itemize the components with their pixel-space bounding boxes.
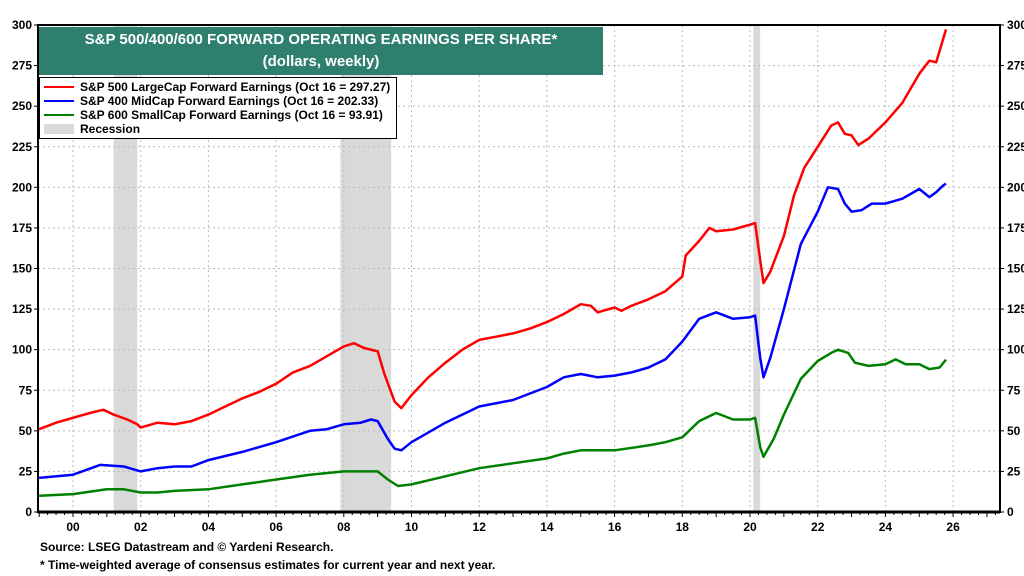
legend-item-sp600: S&P 600 SmallCap Forward Earnings (Oct 1…	[44, 108, 390, 122]
y-tick-label-left: 175	[12, 221, 32, 235]
y-tick-label-right: 150	[1007, 262, 1024, 276]
series-line-1	[38, 182, 947, 480]
x-tick-label: 24	[879, 520, 893, 534]
y-tick-label-right: 175	[1007, 221, 1024, 235]
y-tick-label-left: 200	[12, 180, 32, 194]
y-tick-label-left: 275	[12, 59, 32, 73]
legend-item-sp400: S&P 400 MidCap Forward Earnings (Oct 16 …	[44, 94, 390, 108]
y-tick-label-right: 200	[1007, 180, 1024, 194]
x-tick-label: 08	[337, 520, 351, 534]
x-tick-label: 04	[202, 520, 216, 534]
legend-swatch	[44, 124, 74, 134]
series-line-0	[38, 29, 948, 431]
y-tick-label-right: 75	[1007, 383, 1021, 397]
y-tick-label-left: 300	[12, 18, 32, 32]
y-tick-label-right: 100	[1007, 343, 1024, 357]
x-tick-label: 22	[811, 520, 825, 534]
footnote: * Time-weighted average of consensus est…	[40, 558, 496, 572]
y-tick-label-left: 50	[19, 424, 33, 438]
x-tick-label: 02	[134, 520, 148, 534]
legend-label: S&P 500 LargeCap Forward Earnings (Oct 1…	[80, 80, 391, 94]
x-tick-label: 16	[608, 520, 622, 534]
y-tick-label-right: 50	[1007, 424, 1021, 438]
y-tick-label-left: 150	[12, 262, 32, 276]
legend-label: S&P 400 MidCap Forward Earnings (Oct 16 …	[80, 94, 379, 108]
y-tick-label-right: 250	[1007, 99, 1024, 113]
legend-swatch	[44, 86, 74, 88]
x-tick-label: 14	[540, 520, 554, 534]
y-tick-label-right: 0	[1007, 505, 1014, 519]
legend: S&P 500 LargeCap Forward Earnings (Oct 1…	[39, 77, 398, 139]
y-tick-label-right: 25	[1007, 464, 1021, 478]
x-tick-label: 12	[473, 520, 487, 534]
chart-subtitle: (dollars, weekly)	[262, 53, 380, 70]
legend-item-sp500: S&P 500 LargeCap Forward Earnings (Oct 1…	[44, 80, 390, 94]
legend-swatch	[44, 114, 74, 116]
y-tick-label-left: 125	[12, 302, 32, 316]
y-tick-label-left: 250	[12, 99, 32, 113]
x-tick-label: 00	[66, 520, 80, 534]
chart-title-box: S&P 500/400/600 FORWARD OPERATING EARNIN…	[39, 27, 603, 75]
recession-band	[753, 25, 761, 512]
y-tick-label-right: 275	[1007, 59, 1024, 73]
y-tick-label-left: 0	[25, 505, 32, 519]
legend-item-recession: Recession	[44, 122, 390, 136]
x-tick-label: 06	[269, 520, 283, 534]
legend-label: Recession	[80, 122, 141, 136]
x-tick-label: 18	[676, 520, 690, 534]
legend-swatch	[44, 100, 74, 102]
y-tick-label-left: 225	[12, 140, 32, 154]
x-tick-label: 26	[946, 520, 960, 534]
y-tick-label-right: 300	[1007, 18, 1024, 32]
legend-label: S&P 600 SmallCap Forward Earnings (Oct 1…	[80, 108, 383, 122]
y-tick-label-right: 125	[1007, 302, 1024, 316]
y-tick-label-left: 100	[12, 343, 32, 357]
x-tick-label: 20	[743, 520, 757, 534]
x-tick-label: 10	[405, 520, 419, 534]
y-tick-label-right: 225	[1007, 140, 1024, 154]
series-line-2	[39, 348, 947, 498]
y-tick-label-left: 25	[19, 464, 33, 478]
y-tick-label-left: 75	[19, 383, 33, 397]
chart-title: S&P 500/400/600 FORWARD OPERATING EARNIN…	[84, 31, 558, 48]
source-note: Source: LSEG Datastream and © Yardeni Re…	[40, 540, 334, 554]
